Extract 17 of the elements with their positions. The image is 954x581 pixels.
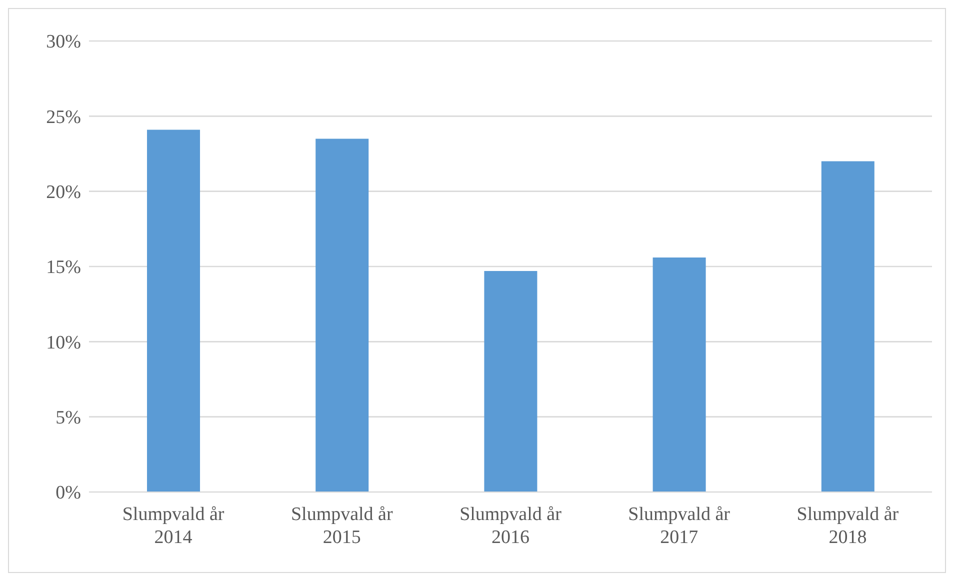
y-tick-label: 30% xyxy=(46,32,82,53)
y-tick-label: 0% xyxy=(56,482,82,504)
x-tick-label: Slumpvald år 2015 xyxy=(290,504,394,548)
x-tick-label: Slumpvald år 2017 xyxy=(628,504,731,548)
y-tick-label: 5% xyxy=(56,408,82,429)
bar xyxy=(147,130,200,492)
bar xyxy=(652,257,706,492)
x-tick-label: Slumpvald år 2014 xyxy=(122,504,225,548)
y-tick-label: 20% xyxy=(46,182,82,204)
x-tick-label: Slumpvald år 2016 xyxy=(460,504,562,548)
x-tick-label: Slumpvald år 2018 xyxy=(796,504,900,548)
y-tick-label: 25% xyxy=(46,106,82,128)
y-tick-label: 15% xyxy=(46,257,82,278)
bar xyxy=(316,138,369,492)
y-tick-label: 10% xyxy=(46,332,82,354)
bar xyxy=(484,271,538,492)
bar xyxy=(821,161,874,492)
